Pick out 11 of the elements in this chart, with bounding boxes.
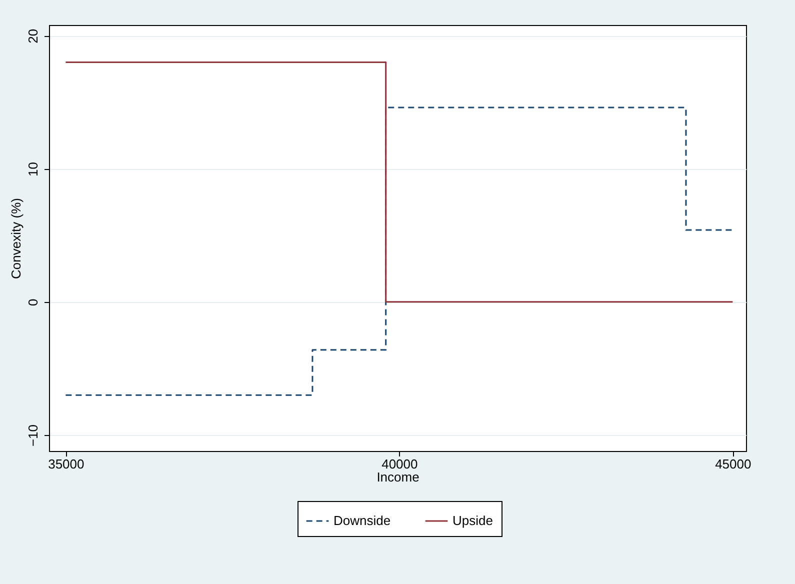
y-tick-label: 20 (26, 28, 40, 44)
x-tick-label: 35000 (48, 456, 84, 472)
x-tick-label: 45000 (715, 456, 752, 472)
legend-label: Upside (452, 513, 493, 528)
y-tick-label: 10 (26, 162, 40, 177)
legend-label: Downside (334, 513, 391, 528)
x-tick-label: 40000 (382, 456, 418, 472)
y-tick-label: 0 (26, 298, 40, 306)
x-axis-title: Income (376, 470, 420, 484)
y-axis-title: Convexity (%) (8, 198, 24, 279)
y-tick-label: −10 (26, 424, 40, 447)
